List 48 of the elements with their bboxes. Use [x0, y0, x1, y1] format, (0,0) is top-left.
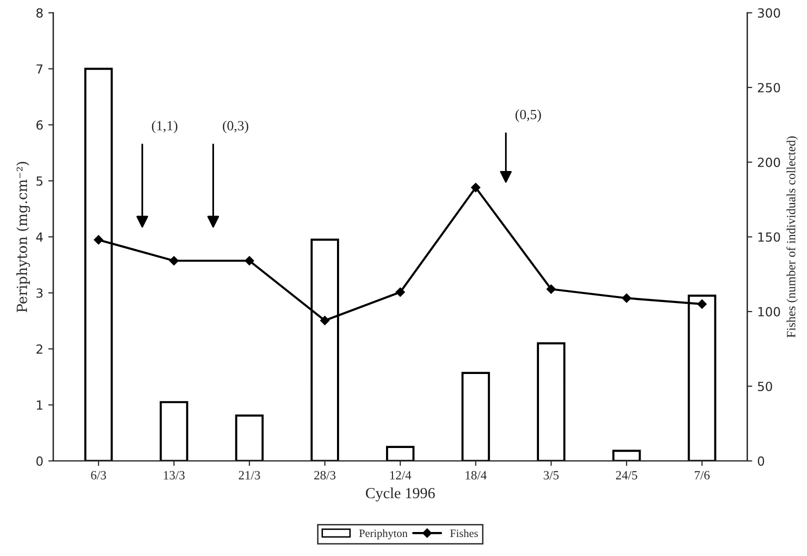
y2-tick-label: 300 — [758, 8, 780, 18]
point — [622, 293, 632, 303]
x-tick-label: 3/5 — [544, 471, 559, 480]
x-tick-label: 7/6 — [694, 471, 710, 480]
bar — [536, 342, 566, 461]
x-tick-label: 6/3 — [91, 471, 106, 480]
y-tick-label: 1 — [36, 400, 42, 410]
x-tick-label: 28/3 — [314, 471, 336, 480]
y-tick-label: 7 — [36, 64, 42, 74]
y-tick-label: 3 — [36, 288, 43, 298]
point — [169, 256, 179, 266]
y2-tick-label: 200 — [758, 158, 780, 168]
x-axis-title: Cycle 1996 — [366, 488, 435, 502]
y2-tick-label: 100 — [758, 307, 780, 316]
y-tick-label: 0 — [36, 456, 43, 466]
x-tick-label: 12/4 — [390, 471, 412, 480]
point — [396, 288, 405, 297]
x-tick-label: 24/5 — [616, 471, 638, 480]
point — [697, 299, 707, 309]
y2-tick-label: 250 — [758, 82, 780, 92]
y-tick-label: 4 — [36, 232, 43, 242]
y2-tick-label: 150 — [758, 232, 780, 242]
point — [320, 316, 330, 326]
annotation: (0,3) — [222, 120, 248, 134]
bar — [612, 450, 641, 461]
x-tick-label: 21/3 — [238, 471, 260, 480]
bar — [386, 446, 415, 461]
x-tick-label: 18/4 — [466, 471, 487, 480]
point — [94, 235, 104, 244]
point — [471, 182, 480, 192]
y-tick-label: 2 — [36, 344, 42, 354]
y2-axis-title: Fishes (number of individuals collected) — [786, 136, 798, 338]
x-tick-label: 13/3 — [164, 471, 185, 480]
y-tick-label: 6 — [36, 120, 43, 130]
annotation: (1,1) — [152, 120, 178, 134]
point — [546, 284, 556, 294]
legend-label: Fishes — [450, 529, 478, 538]
legend-label: Periphyton — [359, 529, 408, 540]
bar — [160, 401, 188, 461]
y-tick-label: 5 — [36, 176, 42, 186]
point — [244, 256, 254, 266]
y2-tick-label: 50 — [758, 382, 772, 392]
bar — [461, 372, 490, 461]
annotation: (0,5) — [516, 109, 541, 122]
y-tick-label: 8 — [36, 8, 43, 18]
bar — [235, 414, 264, 461]
y2-tick-label: 0 — [758, 456, 764, 466]
y-axis-title: Periphyton (mg.cm⁻²) — [16, 162, 30, 312]
